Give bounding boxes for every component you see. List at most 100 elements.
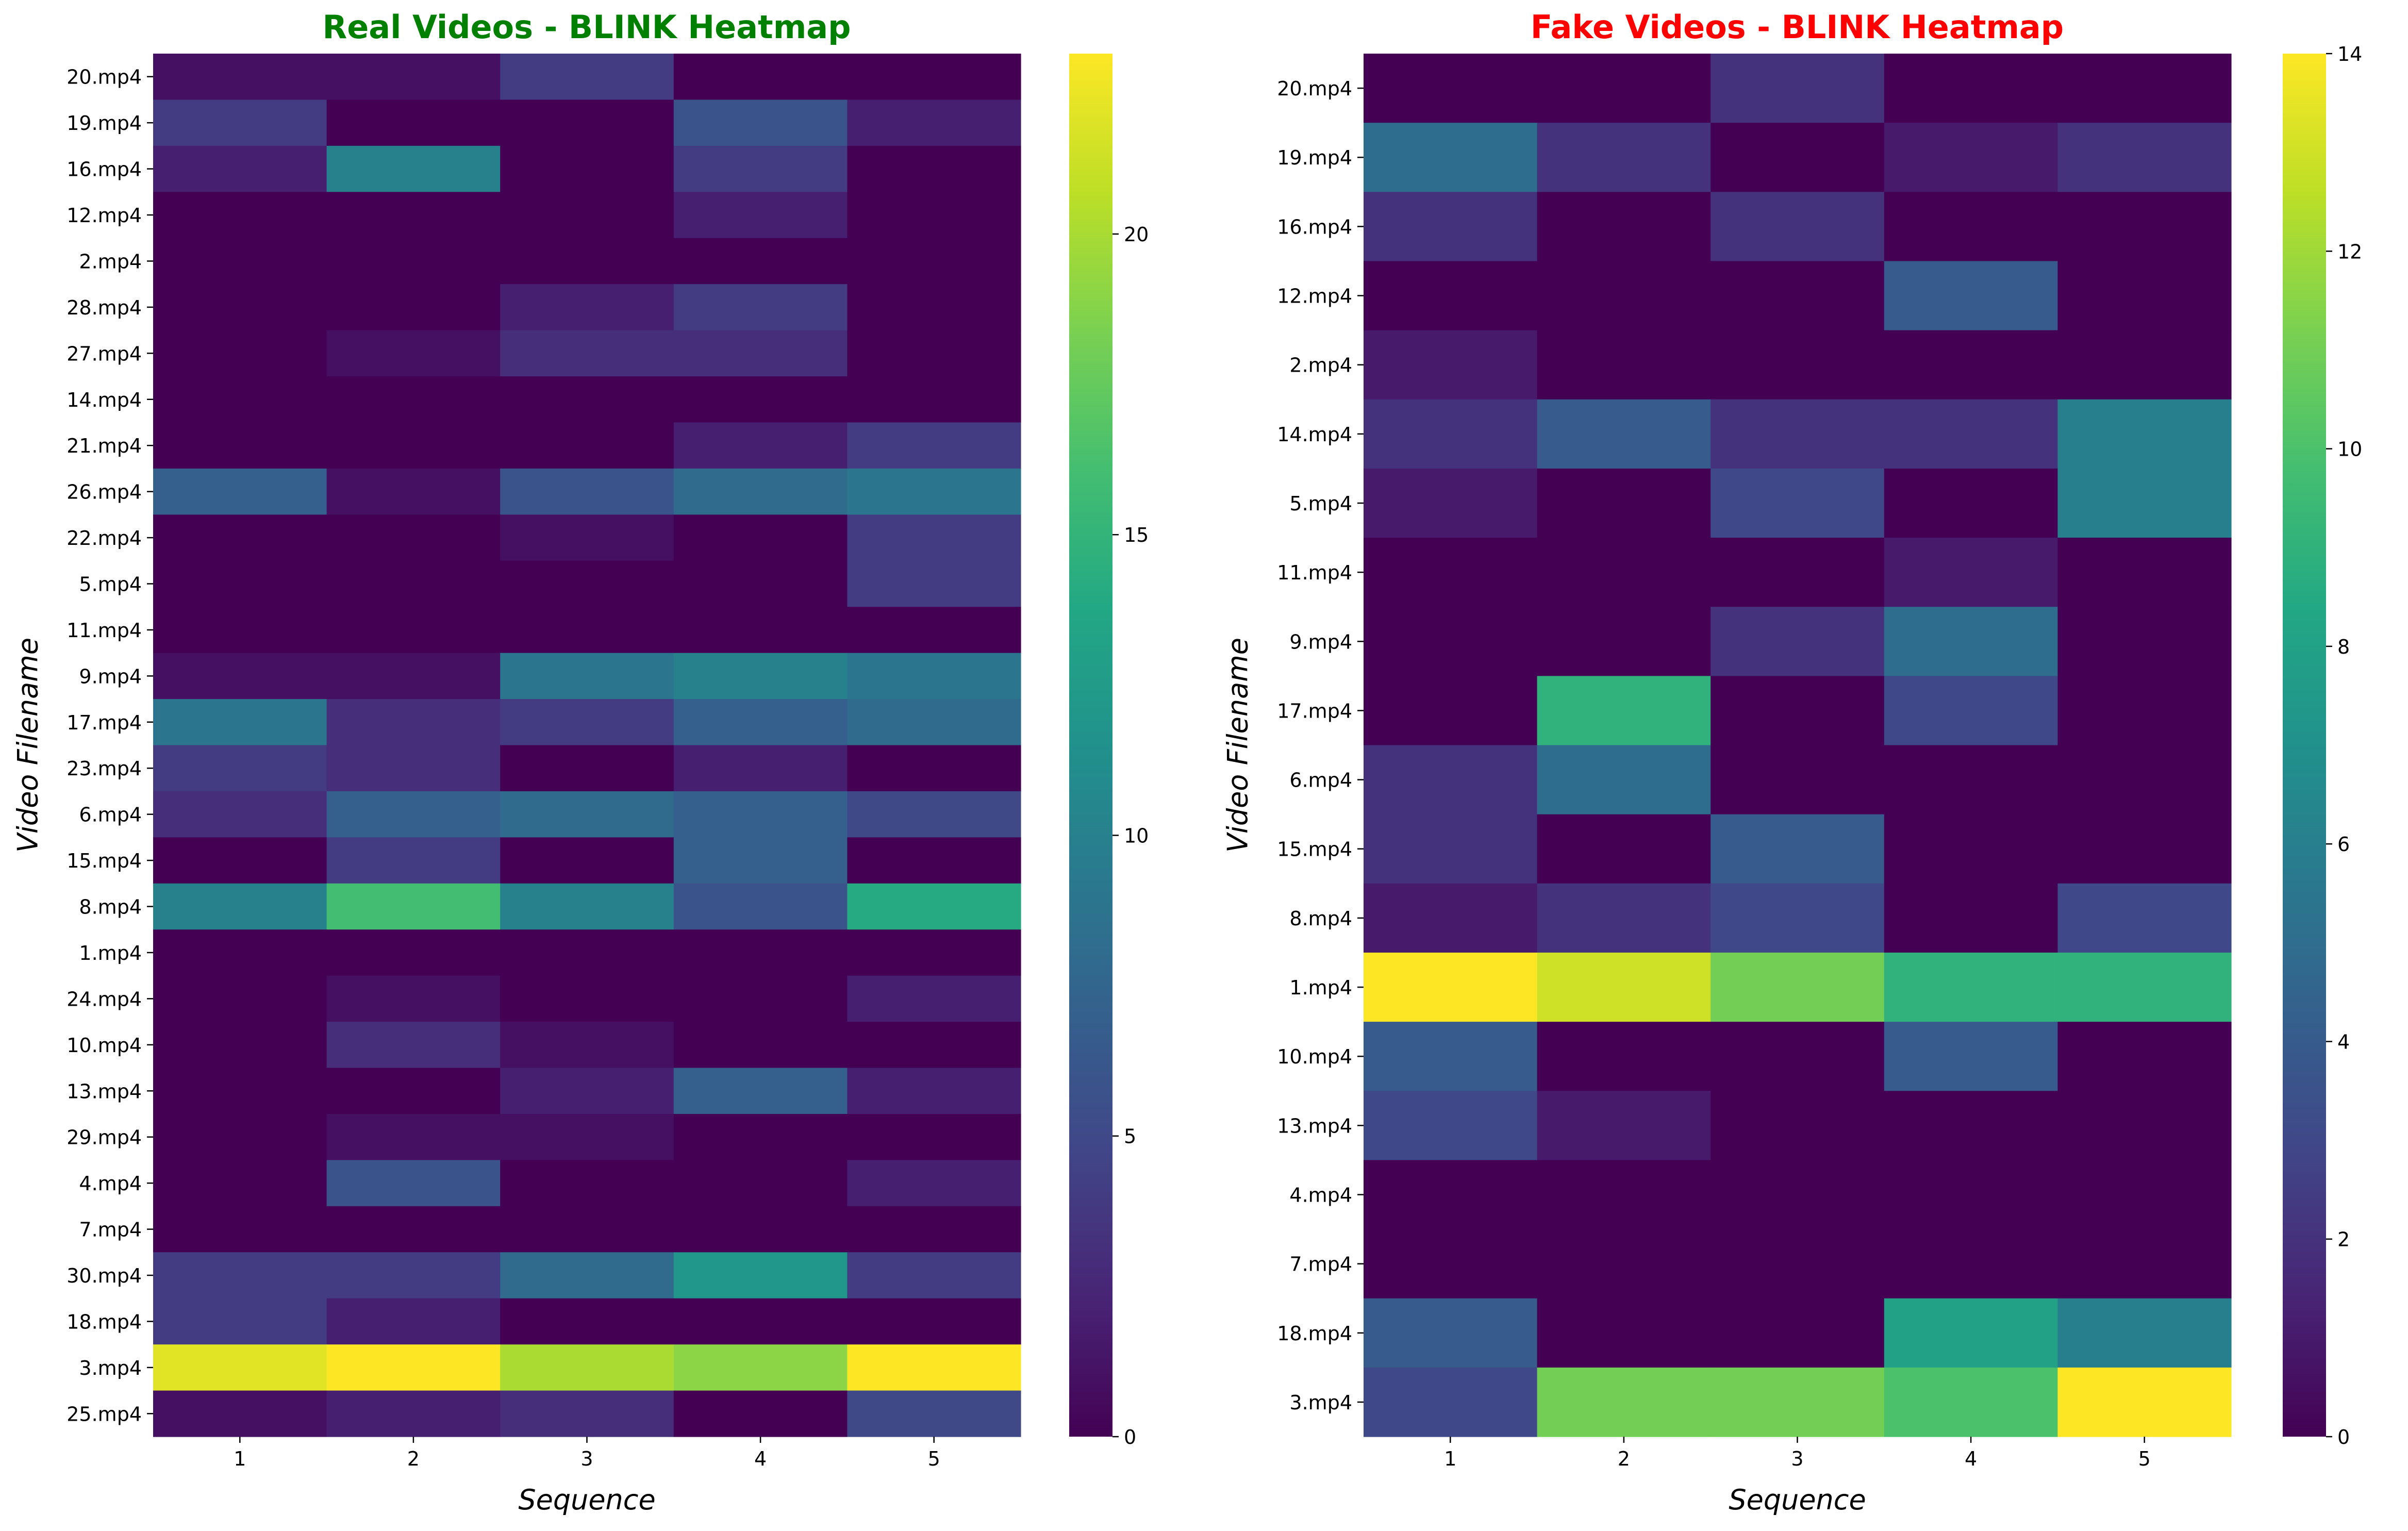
x-tick-label: 3 [1791,1447,1803,1470]
heatmap-cell [153,1206,327,1253]
chart-title: Real Videos - BLINK Heatmap [322,8,851,46]
heatmap-cell [2057,883,2232,953]
heatmap-cell [326,1022,501,1069]
heatmap-cell [1884,261,2058,331]
heatmap-cell [153,791,327,838]
heatmap-cell [673,192,848,239]
y-tick-label: 17.mp4 [1277,700,1352,722]
heatmap-cell [500,837,674,884]
heatmap-cell [500,699,674,746]
heatmap-cell [2057,1091,2232,1160]
y-tick-label: 20.mp4 [67,66,142,89]
heatmap-cell [673,653,848,700]
heatmap-cell [1884,1160,2058,1230]
heatmap-cell [1537,468,1711,538]
heatmap-cell [500,238,674,285]
y-tick-label: 3.mp4 [79,1357,142,1379]
heatmap-cell [1537,1298,1711,1368]
heatmap-cell [1710,1091,1885,1160]
heatmap-cell [1537,1091,1711,1160]
heatmap-cell [673,422,848,469]
heatmap-cell [1537,1229,1711,1299]
heatmap-cell [500,1298,674,1345]
y-tick-label: 7.mp4 [1289,1253,1352,1276]
heatmap-cell [1710,1022,1885,1091]
heatmap-cell [673,837,848,884]
y-tick-label: 5.mp4 [1289,492,1352,515]
heatmap-cell [500,929,674,976]
heatmap-cell [153,837,327,884]
heatmap-cell [847,1252,1021,1299]
heatmap-cell [1364,399,1538,469]
heatmap-cell [326,699,501,746]
heatmap-cell [500,791,674,838]
heatmap-cell [326,1298,501,1345]
heatmap-cell [673,99,848,146]
y-tick-label: 8.mp4 [1289,907,1352,930]
y-tick-label: 3.mp4 [1289,1391,1352,1414]
heatmap-cell [847,376,1021,423]
heatmap-cell [2057,261,2232,331]
heatmap-cell [500,54,674,101]
heatmap-cell [500,145,674,192]
heatmap-cell [1364,607,1538,676]
heatmap-cell [673,330,848,377]
heatmap-cell [1710,883,1885,953]
x-tick-label: 4 [1965,1447,1977,1470]
x-tick-label: 1 [1444,1447,1456,1470]
heatmap-cell [847,1160,1021,1207]
heatmap-cell [1884,1229,2058,1299]
x-tick-label: 1 [234,1447,246,1470]
y-tick-label: 9.mp4 [1289,630,1352,653]
heatmap-cell [153,376,327,423]
heatmap-cell [673,1344,848,1391]
heatmap-cell [326,1068,501,1114]
y-tick-label: 24.mp4 [67,988,142,1010]
colorbar-tick-label: 15 [1124,524,1149,546]
heatmap-cell [500,745,674,792]
heatmap-cell [1364,468,1538,538]
heatmap-cell [847,1206,1021,1253]
heatmap-cell [326,192,501,239]
heatmap-cell [847,468,1021,515]
heatmap-cell [1364,123,1538,192]
heatmap-cell [1710,192,1885,262]
heatmap-cell [673,376,848,423]
heatmap-cell [500,1252,674,1299]
heatmap-cell [153,1390,327,1437]
heatmap-cell [1364,745,1538,815]
y-tick-label: 1.mp4 [1289,976,1352,999]
heatmap-cell [153,330,327,377]
x-tick-label: 5 [2138,1447,2151,1470]
y-tick-label: 19.mp4 [1277,146,1352,169]
y-axis-label: Video Filename [1222,638,1254,853]
heatmap-cell [2057,1229,2232,1299]
y-tick-label: 4.mp4 [1289,1184,1352,1206]
y-axis-label: Video Filename [12,638,44,853]
y-tick-label: 26.mp4 [67,481,142,504]
heatmap-cell [673,929,848,976]
heatmap-cell [500,560,674,607]
heatmap-cell [326,284,501,331]
y-tick-label: 15.mp4 [67,850,142,872]
heatmap-cell [2057,676,2232,746]
heatmap-cell [326,560,501,607]
heatmap-cell [1537,1022,1711,1091]
heatmap-cell [673,1252,848,1299]
heatmap-cell [673,1390,848,1437]
heatmap-cell [847,607,1021,654]
heatmap-cell [1364,1022,1538,1091]
heatmap-cell [500,1390,674,1437]
heatmap-cell [1884,399,2058,469]
heatmap-cell [1710,261,1885,331]
y-tick-label: 1.mp4 [79,942,142,964]
colorbar-tick-label: 2 [2337,1228,2350,1251]
heatmap-cell [326,929,501,976]
y-tick-label: 5.mp4 [79,573,142,595]
y-tick-label: 4.mp4 [79,1172,142,1195]
heatmap-cell [1710,1367,1885,1437]
heatmap-cell [847,837,1021,884]
y-tick-label: 22.mp4 [67,527,142,550]
fake-videos-panel: Fake Videos - BLINK Heatmap20.mp419.mp41… [1222,8,2363,1516]
heatmap-cell [326,1160,501,1207]
